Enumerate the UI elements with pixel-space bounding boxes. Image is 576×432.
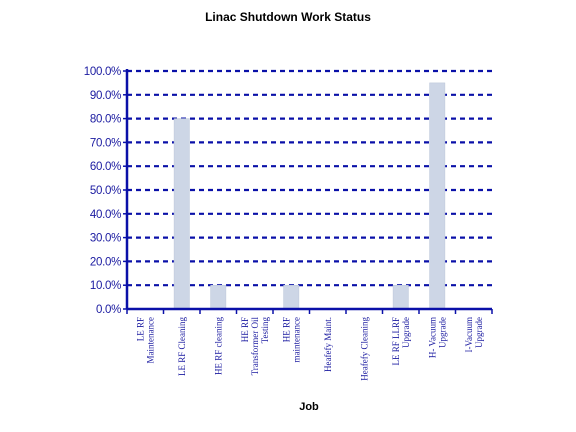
- gridlines: [127, 69, 492, 287]
- x-tick-label-line: LE RF LLRF: [391, 317, 401, 366]
- y-tick-label: 40.0%: [90, 209, 121, 221]
- bar: [173, 118, 190, 310]
- bar: [283, 284, 300, 310]
- x-tick-label: I-Vacuum Upgrade: [464, 317, 484, 353]
- x-tick-label-line: Heafefy Maint.: [323, 317, 333, 372]
- x-tick-label: HE RF Transformer Oil Testing: [240, 317, 270, 376]
- x-tick-label-line: Transformer Oil: [250, 317, 260, 376]
- x-tick-label: HE RF maintenance: [281, 317, 301, 362]
- y-tick-label: 90.0%: [90, 90, 121, 102]
- bars: [173, 82, 446, 310]
- y-tick-label: 70.0%: [90, 137, 121, 149]
- y-tick-label: 30.0%: [90, 233, 121, 245]
- x-tick-label-line: HE RF: [281, 317, 291, 342]
- y-tick-label: 50.0%: [90, 185, 121, 197]
- bar: [392, 284, 409, 310]
- y-tick-label: 0.0%: [96, 304, 121, 316]
- bar: [210, 284, 227, 310]
- x-tick-label-line: Upgrade: [401, 317, 411, 348]
- x-tick-label-line: Maintenance: [145, 317, 155, 363]
- x-tick-label-line: Testing: [260, 317, 270, 344]
- x-tick-label-line: HE RF: [240, 317, 250, 342]
- x-tick-label: H- Vacuum Upgrade: [427, 317, 447, 358]
- x-tick-label-line: HE RF cleaning: [213, 317, 223, 375]
- x-tick-label-line: LE RF Cleaning: [177, 317, 187, 376]
- x-tick-label: LE RF Maintenance: [135, 317, 155, 363]
- x-tick-label-line: Heafefy Cleaning: [359, 317, 369, 381]
- x-tick-label: Heafefy Cleaning: [359, 317, 369, 381]
- x-tick-label-line: Upgrade: [437, 317, 447, 348]
- x-axis-title: Job: [299, 401, 319, 413]
- chart-title: Linac Shutdown Work Status: [205, 10, 371, 24]
- y-tick-label: 80.0%: [90, 114, 121, 126]
- y-tick-label: 10.0%: [90, 280, 121, 292]
- x-tick-labels: LE RF Maintenance LE RF Cleaning HE RF clea…: [135, 317, 484, 381]
- y-tick-label: 100.0%: [84, 66, 121, 78]
- x-tick-label-line: maintenance: [291, 317, 301, 362]
- y-tick-label: 60.0%: [90, 161, 121, 173]
- x-tick-label: LE RF Cleaning: [177, 317, 187, 376]
- x-tick-label-line: H- Vacuum: [427, 317, 437, 358]
- bar: [429, 82, 446, 310]
- x-tick-label: LE RF LLRF Upgrade: [391, 317, 411, 366]
- x-tick-label-line: I-Vacuum: [464, 317, 474, 353]
- x-tick-label: Heafefy Maint.: [323, 317, 333, 372]
- axes: [123, 69, 493, 314]
- x-tick-label-line: LE RF: [135, 317, 145, 341]
- y-tick-labels: 0.0% 10.0% 20.0% 30.0% 40.0% 50.0% 60.0% 70.0% 8…: [84, 66, 122, 316]
- x-tick-label: HE RF cleaning: [213, 317, 223, 375]
- x-tick-label-line: Upgrade: [474, 317, 484, 348]
- y-tick-label: 20.0%: [90, 256, 121, 268]
